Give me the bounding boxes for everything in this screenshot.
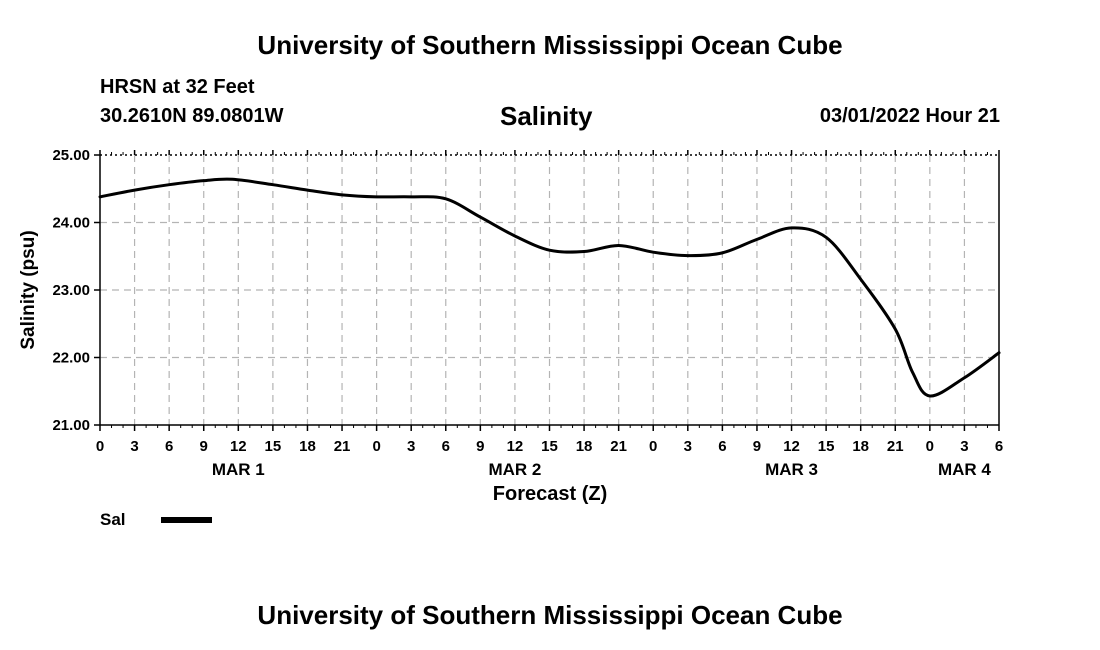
- forecast-datetime: 03/01/2022 Hour 21: [819, 105, 1000, 127]
- y-tick-label: 25.00: [52, 147, 90, 164]
- x-tick-label: 21: [334, 438, 351, 455]
- y-tick-label: 24.00: [52, 215, 90, 232]
- date-label: MAR 2: [488, 460, 541, 479]
- x-tick-label: 0: [96, 438, 104, 455]
- x-tick-label: 6: [718, 438, 726, 455]
- chart-title: Salinity: [500, 101, 593, 131]
- y-tick-label: 22.00: [52, 350, 90, 367]
- x-tick-label: 12: [783, 438, 800, 455]
- legend-line-swatch: [161, 517, 212, 523]
- x-tick-label: 15: [818, 438, 835, 455]
- grid-layer: [100, 155, 999, 425]
- x-tick-label: 15: [541, 438, 558, 455]
- x-tick-label: 6: [995, 438, 1003, 455]
- x-tick-label: 12: [507, 438, 524, 455]
- x-tick-label: 3: [407, 438, 415, 455]
- x-tick-label: 9: [753, 438, 761, 455]
- series-layer: [98, 177, 1001, 398]
- x-axis-title: Forecast (Z): [493, 483, 607, 505]
- x-tick-label: 0: [372, 438, 380, 455]
- x-tick-label: 3: [130, 438, 138, 455]
- x-tick-label: 18: [576, 438, 593, 455]
- x-tick-label: 21: [887, 438, 904, 455]
- x-tick-label: 3: [960, 438, 968, 455]
- main-title: University of Southern Mississippi Ocean…: [257, 30, 843, 60]
- x-tick-label: 21: [610, 438, 627, 455]
- coordinates-label: 30.2610N 89.0801W: [100, 105, 284, 127]
- x-tick-label: 0: [649, 438, 657, 455]
- salinity-line: [98, 177, 1001, 398]
- x-tick-label: 6: [165, 438, 173, 455]
- x-tick-label: 18: [299, 438, 316, 455]
- date-label: MAR 3: [765, 460, 818, 479]
- date-label: MAR 1: [212, 460, 265, 479]
- y-tick-label: 23.00: [52, 282, 90, 299]
- x-tick-label: 9: [476, 438, 484, 455]
- x-tick-label: 3: [684, 438, 692, 455]
- x-tick-label: 6: [442, 438, 450, 455]
- legend-label: Sal: [100, 510, 126, 529]
- x-tick-label: 12: [230, 438, 247, 455]
- footer-title: University of Southern Mississippi Ocean…: [257, 600, 843, 630]
- y-tick-label: 21.00: [52, 417, 90, 434]
- station-label: HRSN at 32 Feet: [100, 76, 255, 98]
- date-label: MAR 4: [938, 460, 991, 479]
- x-tick-label: 0: [926, 438, 934, 455]
- axis-layer: 0 3 6 9 12 15 18 21 0 3 6 9 12 15 18 21 0 3 6 9 12 15 18 21 0 3 6M…: [52, 147, 1003, 479]
- y-axis-title: Salinity (psu): [18, 230, 39, 349]
- x-tick-label: 15: [265, 438, 282, 455]
- x-tick-label: 18: [852, 438, 869, 455]
- x-tick-label: 9: [200, 438, 208, 455]
